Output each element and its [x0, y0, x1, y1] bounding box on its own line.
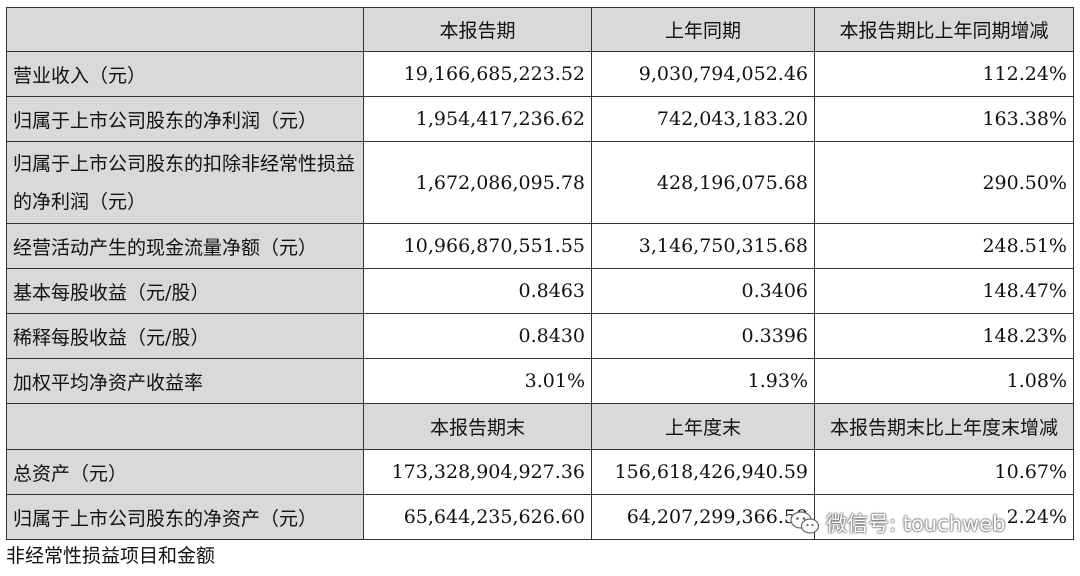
table-row: 基本每股收益（元/股） 0.8463 0.3406 148.47% [6, 268, 1074, 314]
header-blank-cell [6, 7, 364, 52]
row-label: 营业收入（元） [6, 51, 364, 97]
table-row: 总资产（元） 173,328,904,927.36 156,618,426,94… [6, 449, 1074, 495]
row-change: 148.23% [814, 313, 1074, 359]
row-label: 归属于上市公司股东的净利润（元） [6, 96, 364, 142]
row-label: 归属于上市公司股东的扣除非经常性损益的净利润（元） [6, 141, 364, 224]
footnote-heading: 非经常性损益项目和金额 [6, 545, 216, 567]
row-change: 248.51% [814, 223, 1074, 269]
table-row: 经营活动产生的现金流量净额（元） 10,966,870,551.55 3,146… [6, 223, 1074, 269]
row-current: 1,954,417,236.62 [363, 96, 592, 142]
row-current: 65,644,235,626.60 [363, 494, 592, 540]
header-change: 本报告期比上年同期增减 [814, 7, 1074, 52]
table-row: 归属于上市公司股东的净利润（元） 1,954,417,236.62 742,04… [6, 96, 1074, 142]
row-label: 总资产（元） [6, 449, 364, 495]
header-period-end: 本报告期末 [363, 403, 592, 450]
subheader-blank-cell [6, 403, 364, 450]
row-label: 归属于上市公司股东的净资产（元） [6, 494, 364, 540]
row-change: 112.24% [814, 51, 1074, 97]
row-prior: 0.3406 [591, 268, 815, 314]
row-current: 10,966,870,551.55 [363, 223, 592, 269]
wechat-icon [790, 511, 820, 534]
table-row: 营业收入（元） 19,166,685,223.52 9,030,794,052.… [6, 51, 1074, 97]
header-period-end-change: 本报告期末比上年度末增减 [814, 403, 1074, 450]
row-change: 1.08% [814, 358, 1074, 404]
row-current: 3.01% [363, 358, 592, 404]
row-current: 0.8463 [363, 268, 592, 314]
row-current: 0.8430 [363, 313, 592, 359]
table-subheader-row: 本报告期末 上年度末 本报告期末比上年度末增减 [6, 403, 1074, 450]
row-current: 1,672,086,095.78 [363, 141, 592, 224]
row-prior: 0.3396 [591, 313, 815, 359]
header-prior-period: 上年同期 [591, 7, 815, 52]
row-label: 基本每股收益（元/股） [6, 268, 364, 314]
row-current: 173,328,904,927.36 [363, 449, 592, 495]
row-prior: 64,207,299,366.58 [591, 494, 815, 540]
row-change: 290.50% [814, 141, 1074, 224]
row-prior: 3,146,750,315.68 [591, 223, 815, 269]
row-prior: 742,043,183.20 [591, 96, 815, 142]
table-row: 归属于上市公司股东的扣除非经常性损益的净利润（元） 1,672,086,095.… [6, 141, 1074, 224]
row-prior: 428,196,075.68 [591, 141, 815, 224]
row-prior: 9,030,794,052.46 [591, 51, 815, 97]
table-row: 稀释每股收益（元/股） 0.8430 0.3396 148.23% [6, 313, 1074, 359]
header-current-period: 本报告期 [363, 7, 592, 52]
watermark-text: 微信号: touchweb [826, 512, 1006, 536]
row-prior: 1.93% [591, 358, 815, 404]
watermark: 微信号: touchweb [790, 508, 1005, 538]
header-prior-year-end: 上年度末 [591, 403, 815, 450]
row-current: 19,166,685,223.52 [363, 51, 592, 97]
row-label: 稀释每股收益（元/股） [6, 313, 364, 359]
table-header-row: 本报告期 上年同期 本报告期比上年同期增减 [6, 7, 1074, 52]
row-prior: 156,618,426,940.59 [591, 449, 815, 495]
table-row: 归属于上市公司股东的净资产（元） 65,644,235,626.60 64,20… [6, 494, 1074, 540]
row-change: 2.24% [814, 494, 1074, 540]
row-label: 经营活动产生的现金流量净额（元） [6, 223, 364, 269]
row-label: 加权平均净资产收益率 [6, 358, 364, 404]
financial-table: 本报告期 上年同期 本报告期比上年同期增减 营业收入（元） 19,166,685… [6, 7, 1074, 540]
row-change: 148.47% [814, 268, 1074, 314]
table-row: 加权平均净资产收益率 3.01% 1.93% 1.08% [6, 358, 1074, 404]
row-change: 163.38% [814, 96, 1074, 142]
row-change: 10.67% [814, 449, 1074, 495]
